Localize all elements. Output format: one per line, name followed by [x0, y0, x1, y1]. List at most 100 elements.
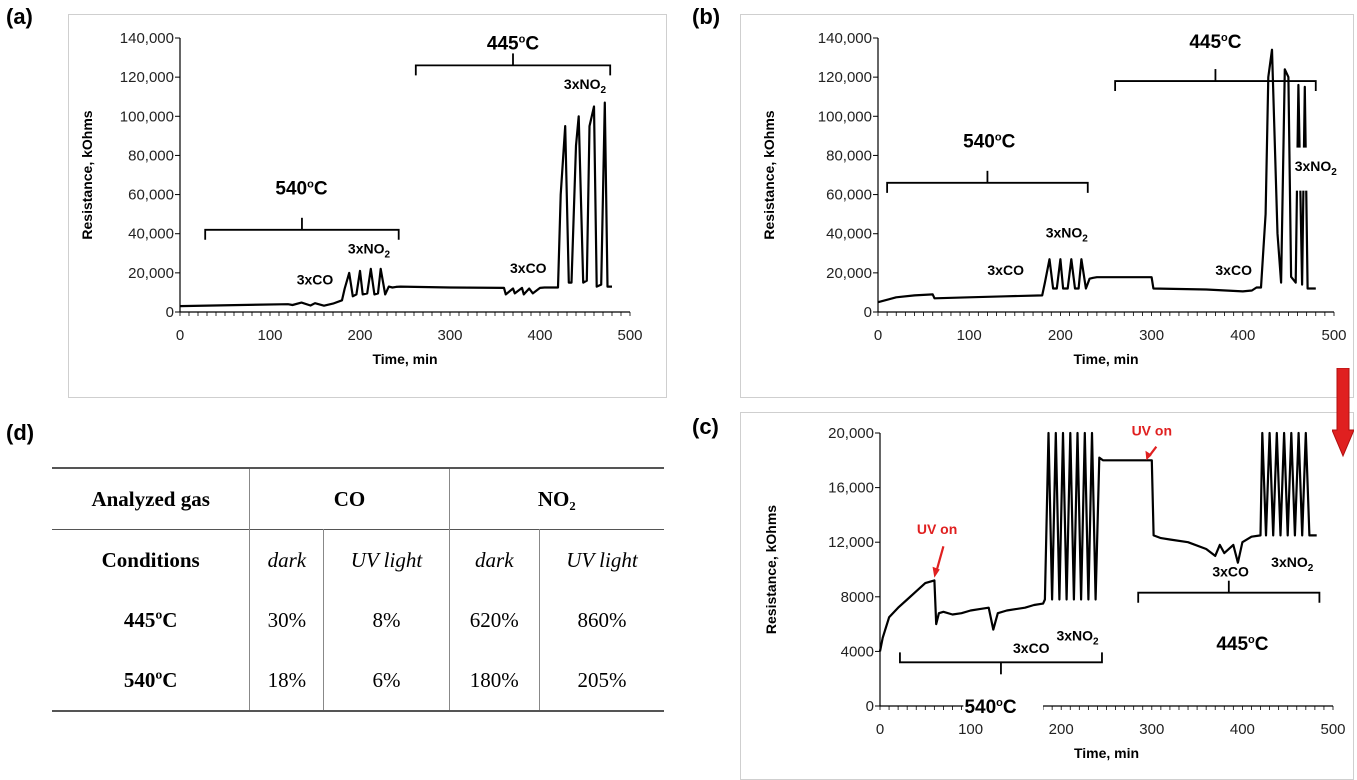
- x-tick-label: 100: [958, 721, 983, 738]
- y-tick-label: 20,000: [826, 265, 872, 282]
- y-tick-label: 120,000: [120, 69, 174, 86]
- x-tick-label: 0: [874, 327, 882, 344]
- header-co-dark: dark: [249, 529, 325, 590]
- annotation-temp-540: 540oC: [964, 697, 1016, 718]
- y-tick-label: 20,000: [828, 425, 874, 442]
- panel-letter-a: (a): [6, 4, 33, 29]
- uv-on-annotation: UV on: [917, 521, 957, 537]
- y-tick-label: 0: [864, 304, 872, 321]
- y-tick-label: 12,000: [828, 534, 874, 551]
- table-row: 540ºC 18% 6% 180% 205%: [52, 650, 664, 712]
- label-background: [1292, 147, 1334, 191]
- annotation-3xno2: 3xNO2: [1046, 225, 1089, 245]
- x-axis-label: Time, min: [372, 351, 437, 367]
- y-tick-label: 0: [866, 698, 874, 715]
- y-tick-label: 40,000: [826, 226, 872, 243]
- y-tick-label: 140,000: [818, 30, 872, 47]
- x-tick-label: 500: [617, 327, 642, 344]
- cell-co-uv: 8%: [323, 590, 450, 650]
- arrow-head-icon: [1145, 450, 1152, 461]
- annotation-temp-445: 445oC: [1216, 634, 1268, 655]
- y-tick-label: 100,000: [818, 108, 872, 125]
- y-tick-label: 4000: [841, 643, 874, 660]
- x-tick-label: 200: [1048, 327, 1073, 344]
- x-tick-label: 400: [1230, 327, 1255, 344]
- x-axis-label: Time, min: [1074, 745, 1139, 761]
- x-tick-label: 200: [1049, 721, 1074, 738]
- header-co: CO: [249, 467, 450, 530]
- y-tick-label: 60,000: [826, 187, 872, 204]
- y-tick-label: 40,000: [128, 226, 174, 243]
- annotation-temp-445: 445oC: [1189, 32, 1241, 53]
- cell-co-dark: 30%: [249, 590, 325, 650]
- y-axis-label: Resistance, kOhms: [79, 110, 95, 239]
- x-tick-label: 100: [257, 327, 282, 344]
- x-tick-label: 0: [876, 721, 884, 738]
- x-axis-label: Time, min: [1073, 351, 1138, 367]
- annotation-3xco: 3xCO: [987, 262, 1024, 278]
- cell-no2-dark: 180%: [449, 650, 540, 712]
- annotation-3xno2: 3xNO2: [1295, 158, 1338, 178]
- annotation-temp-445: 445oC: [487, 34, 539, 55]
- table-row: 445ºC 30% 8% 620% 860%: [52, 590, 664, 650]
- y-tick-label: 120,000: [818, 69, 872, 86]
- down-arrow-icon: [1332, 368, 1354, 458]
- y-tick-label: 20,000: [128, 265, 174, 282]
- annotation-3xco: 3xCO: [297, 272, 334, 288]
- x-tick-label: 400: [527, 327, 552, 344]
- x-tick-label: 400: [1230, 721, 1255, 738]
- series-line: [878, 431, 1317, 652]
- annotation-3xno2: 3xNO2: [1271, 554, 1314, 574]
- cell-co-dark: 18%: [249, 650, 325, 712]
- annotation-3xco: 3xCO: [1013, 640, 1050, 656]
- header-analyzed-gas: Analyzed gas: [52, 467, 251, 530]
- chart-frame-b: [740, 14, 1354, 398]
- y-tick-label: 80,000: [826, 147, 872, 164]
- x-tick-label: 300: [437, 327, 462, 344]
- y-axis-label: Resistance, kOhms: [761, 110, 777, 239]
- label-background: [963, 699, 1044, 723]
- annotation-3xco: 3xCO: [1215, 262, 1252, 278]
- header-no2: NO₂: [449, 467, 664, 530]
- y-tick-label: 16,000: [828, 480, 874, 497]
- chart-b: 0 20,000 40,000 60,000 80,000 100,000 120,000 1…: [761, 30, 1347, 367]
- series-line: [877, 48, 1316, 304]
- annotation-temp-540: 540oC: [963, 132, 1015, 153]
- annotation-3xno2: 3xNO2: [1056, 627, 1099, 647]
- annotation-3xno2: 3xNO2: [348, 240, 391, 260]
- y-tick-label: 80,000: [128, 147, 174, 164]
- x-tick-label: 300: [1139, 721, 1164, 738]
- uv-on-annotation: UV on: [1132, 423, 1172, 439]
- y-tick-label: 60,000: [128, 187, 174, 204]
- x-tick-label: 500: [1320, 721, 1345, 738]
- x-tick-label: 200: [347, 327, 372, 344]
- x-tick-label: 0: [176, 327, 184, 344]
- panel-letter-b: (b): [692, 4, 721, 29]
- cell-co-uv: 6%: [323, 650, 450, 712]
- x-tick-label: 100: [957, 327, 982, 344]
- annotation-3xno2: 3xNO2: [564, 76, 607, 96]
- series-line: [179, 101, 612, 308]
- cell-no2-dark: 620%: [449, 590, 540, 650]
- chart-a: 0 20,000 40,000 60,000 80,000 100,000 120,000 1…: [79, 30, 643, 367]
- header-co-uv: UV light: [323, 529, 450, 590]
- header-conditions: Conditions: [52, 529, 251, 590]
- y-axis-label: Resistance, kOhms: [763, 505, 779, 634]
- annotation-temp-540: 540oC: [275, 179, 327, 200]
- cell-no2-uv: 860%: [577, 607, 627, 632]
- temperature-bracket: [886, 181, 1089, 193]
- y-tick-label: 0: [166, 304, 174, 321]
- x-tick-label: 300: [1139, 327, 1164, 344]
- summary-table: Analyzed gas CO NO₂ Conditions dark UV l…: [52, 467, 664, 712]
- panel-letter-c: (c): [692, 414, 719, 439]
- arrow-head-icon: [932, 566, 940, 578]
- row-temp: 445ºC: [52, 590, 251, 650]
- x-tick-label: 500: [1321, 327, 1346, 344]
- row-temp: 540ºC: [52, 650, 251, 712]
- temperature-bracket: [1137, 591, 1321, 603]
- header-no2-dark: dark: [449, 529, 540, 590]
- annotation-3xco: 3xCO: [1212, 563, 1249, 579]
- temperature-bracket: [899, 652, 1103, 664]
- y-tick-label: 8000: [841, 589, 874, 606]
